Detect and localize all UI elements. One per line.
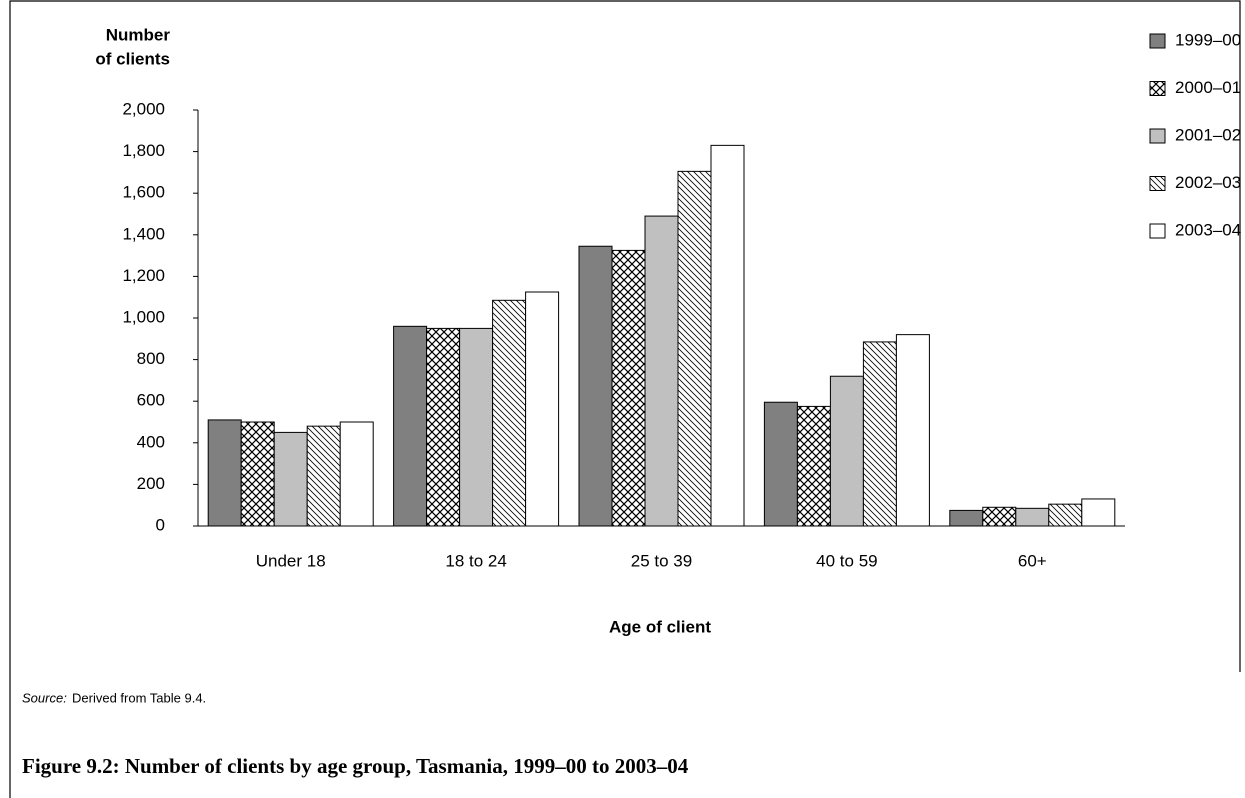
y-tick-label: 1,800 (122, 141, 165, 160)
y-tick-label: 400 (137, 432, 165, 451)
bar (710, 144, 745, 527)
bar (240, 421, 275, 527)
bar (982, 506, 1017, 527)
bar (1048, 503, 1083, 527)
y-tick-label: 1,000 (122, 307, 165, 326)
bar (895, 334, 930, 527)
y-tick-label: 800 (137, 349, 165, 368)
legend-label: 2000–01 (1175, 78, 1241, 97)
bar (644, 215, 679, 527)
bar (829, 375, 864, 527)
y-tick-label: 600 (137, 391, 165, 410)
bar (611, 249, 646, 527)
y-tick-label: 1,200 (122, 266, 165, 285)
legend-label: 2002–03 (1175, 173, 1241, 192)
x-tick-label: 60+ (1018, 551, 1047, 570)
bar (492, 299, 527, 527)
x-axis-label: Age of client (609, 617, 711, 636)
y-tick-label: 0 (156, 515, 165, 534)
bar (306, 425, 341, 527)
bar (426, 327, 461, 527)
frame (9, 0, 1241, 798)
bar (273, 431, 308, 527)
x-tick-label: 18 to 24 (445, 551, 506, 570)
y-tick-label: 200 (137, 474, 165, 493)
bar (949, 509, 984, 527)
bar (459, 327, 494, 527)
bar (1081, 498, 1116, 527)
bar (207, 419, 242, 527)
source: Derived from Table 9.4. (72, 690, 206, 705)
x-tick-label: 40 to 59 (816, 551, 877, 570)
y-tick-label: 1,400 (122, 224, 165, 243)
legend-swatch (1149, 223, 1166, 239)
y-axis-label: of clients (95, 49, 170, 68)
legend-label: 2001–02 (1175, 125, 1241, 144)
bar (763, 401, 798, 527)
x-tick-label: Under 18 (256, 551, 326, 570)
bar (578, 245, 613, 527)
legend-swatch (1149, 33, 1166, 49)
bar (339, 421, 374, 527)
legend-swatch (1149, 176, 1166, 191)
bar (796, 405, 831, 527)
x-tick-label: 25 to 39 (631, 551, 692, 570)
bar (1015, 507, 1050, 527)
y-tick-label: 1,600 (122, 183, 165, 202)
figure-caption: Figure 9.2: Number of clients by age gro… (22, 754, 689, 778)
bar (525, 291, 560, 527)
bar (862, 341, 897, 527)
legend-label: 1999–00 (1175, 30, 1241, 49)
legend-swatch (1149, 128, 1166, 144)
y-axis-label: Number (106, 25, 171, 44)
y-tick-label: 2,000 (122, 99, 165, 118)
bar (677, 170, 712, 527)
legend-swatch (1149, 81, 1166, 96)
bar (393, 325, 428, 527)
legend-label: 2003–04 (1175, 220, 1241, 239)
source-label: Source: (22, 690, 67, 705)
